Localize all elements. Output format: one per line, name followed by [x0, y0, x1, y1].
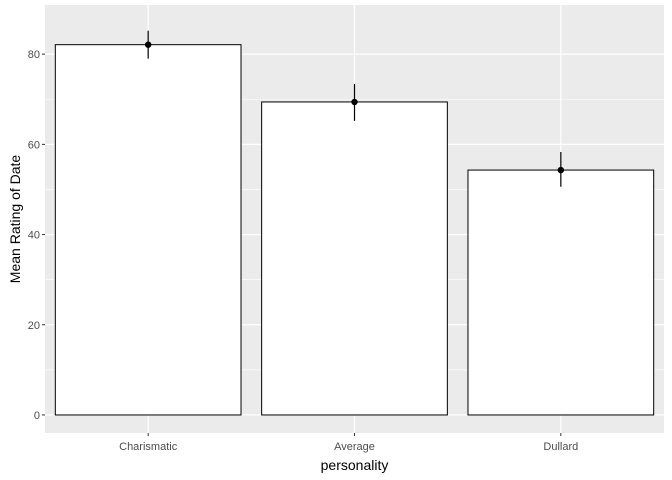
mean-point-dullard [557, 166, 565, 174]
y-tick-label: 40 [28, 230, 40, 242]
y-tick-label: 0 [34, 410, 40, 422]
y-tick-label: 20 [28, 320, 40, 332]
bar-average [261, 101, 448, 416]
y-axis-title: Mean Rating of Date [7, 155, 23, 284]
x-tick-label: Dullard [543, 441, 578, 453]
mean-points-group [144, 41, 565, 174]
x-axis-title: personality [321, 457, 389, 473]
bar-dullard [467, 169, 655, 416]
y-axis: 0 20 40 60 80 [28, 49, 45, 422]
y-tick-label: 80 [28, 49, 40, 61]
mean-point-average [351, 98, 358, 106]
mean-point-charismatic [144, 41, 152, 48]
x-axis: Charismatic Average Dullard [119, 433, 578, 453]
x-tick-label: Average [334, 441, 375, 453]
bar-charismatic [54, 44, 242, 416]
bars-group [54, 44, 655, 416]
y-tick-label: 60 [28, 139, 40, 151]
x-tick-label: Charismatic [119, 441, 178, 453]
